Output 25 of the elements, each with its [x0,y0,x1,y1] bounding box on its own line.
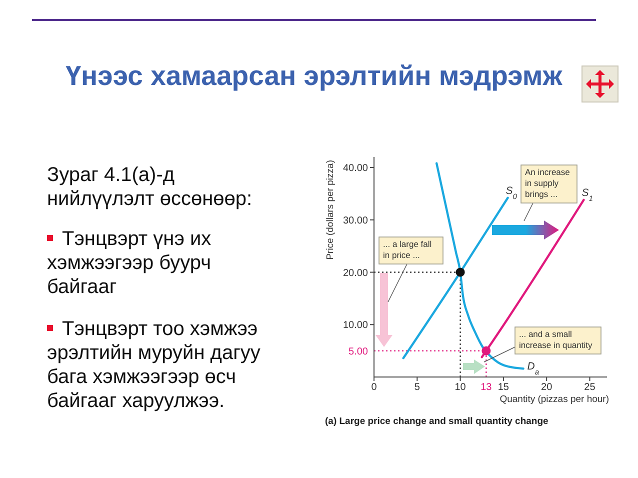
text: (a) Large price change and small quantity change [325,416,548,427]
x-tick-label: 0 [371,382,378,394]
annotation: ... a large fall in price ... [383,239,432,260]
ref-line-label: 5.00 [348,346,368,358]
ref-line-label: 13 [480,382,492,394]
y-tick-label: 40.00 [342,163,368,174]
y-tick-label: 20.00 [342,268,368,279]
text: Тэнцвэрт үнэ их хэмжээгээр буурч байгааг [47,228,212,298]
x-tick-label: 5 [414,382,420,394]
annotation: ... and a small increase in quantity [519,329,592,350]
y-axis-title: Price (dollars per pizza) [325,160,336,260]
series-label: S$_{0}$ [506,184,518,200]
y-tick-label: 30.00 [342,215,368,226]
annotation: An increase in supply brings ... [525,167,570,199]
series-label: S$_{1}$ [582,186,593,202]
y-tick-label: 10.00 [342,320,368,332]
text: Зураг 4.1(а)-д нийлүүлэлт өссөнөөр: [47,164,252,210]
x-tick-label: 20 [541,382,553,394]
x-tick-label: 25 [584,382,596,394]
x-axis-title: Quantity (pizzas per hour) [500,394,609,405]
x-tick-label: 10 [454,382,466,394]
x-tick-label: 15 [498,382,510,394]
text: Тэнцвэрт тоо хэмжээ эрэлтийн муруйн дагуу бага хэмжээгээр өсч байгааг харуулжээ. [47,318,260,412]
chart-title: Үнээс хамаарсан эрэлтийн мэдрэмж [66,60,562,91]
series-label: D$_{a}$ [527,360,540,376]
